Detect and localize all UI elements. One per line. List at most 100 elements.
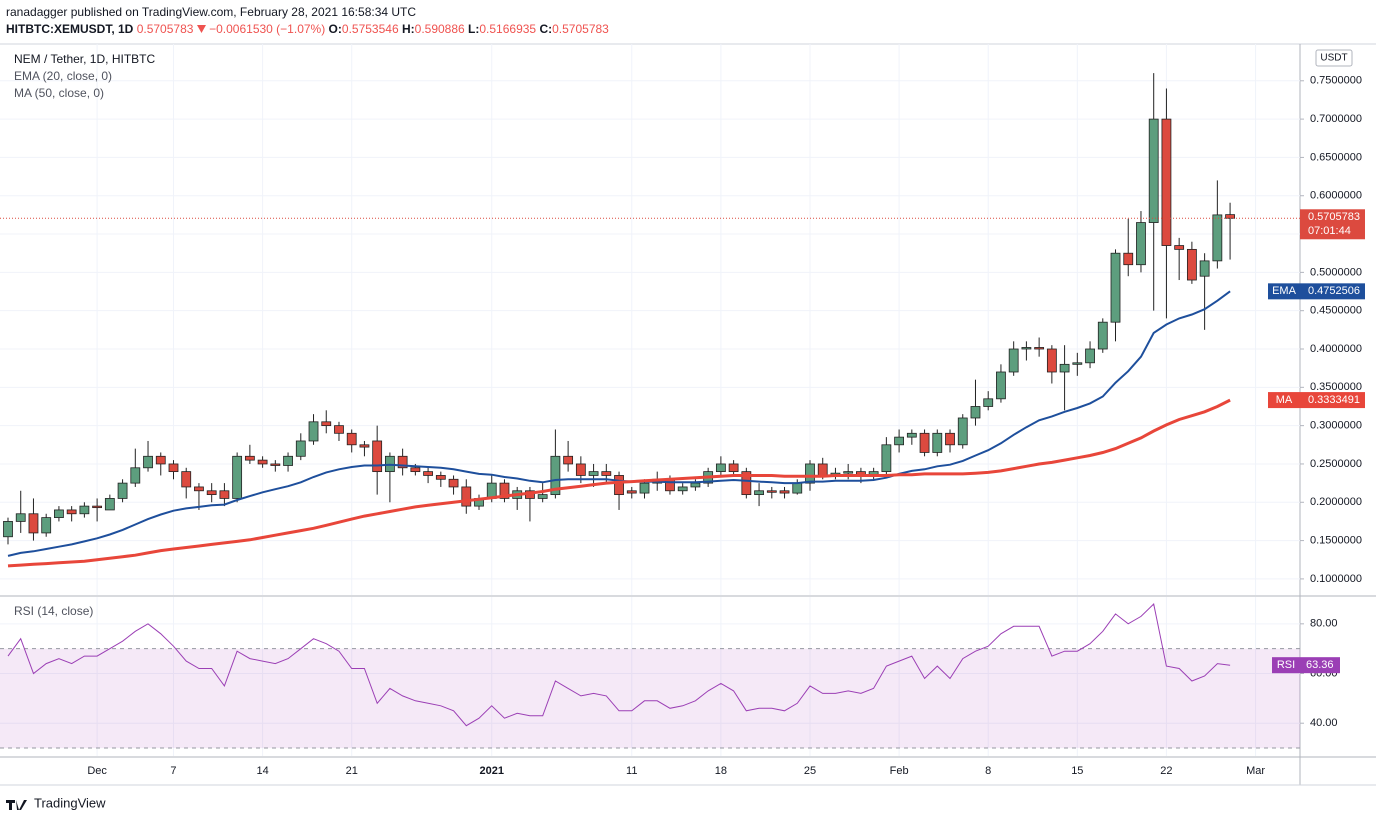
x-tick-label: 2021 <box>479 765 503 777</box>
x-tick-label: 7 <box>170 765 176 777</box>
low-value: 0.5166935 <box>479 22 537 36</box>
indicator-value: 0.4752506 <box>1308 285 1360 297</box>
candle-body <box>1008 348 1019 373</box>
candle-body <box>334 425 344 434</box>
legend-ma: MA (50, close, 0) <box>14 86 104 100</box>
candle-body <box>1021 347 1032 350</box>
candle-body <box>1072 362 1083 365</box>
unit-label[interactable]: USDT <box>1320 53 1347 64</box>
candle-body <box>117 482 128 499</box>
candle-body <box>423 471 433 476</box>
x-tick-label: 11 <box>626 765 637 777</box>
rsi-name: RSI <box>1277 659 1295 671</box>
x-tick-label: Feb <box>890 765 909 777</box>
candle-body <box>155 455 166 465</box>
candle-body <box>1059 363 1070 373</box>
high-label: H: <box>401 22 415 36</box>
indicator-name: MA <box>1276 394 1293 406</box>
candle-body <box>15 513 26 522</box>
x-tick-label: 21 <box>346 765 358 777</box>
legend-rsi: RSI (14, close) <box>14 604 93 618</box>
x-tick-label: 8 <box>985 765 991 777</box>
y-tick-label: 0.5000000 <box>1310 266 1362 278</box>
open-value: 0.5753546 <box>341 22 399 36</box>
candle-body <box>206 490 217 496</box>
candle-body <box>143 455 153 469</box>
candle-body <box>219 490 230 499</box>
high-value: 0.590886 <box>414 22 465 36</box>
open-label: O: <box>328 22 342 36</box>
x-tick-label: 25 <box>804 765 816 777</box>
indicator-value-tag <box>1300 392 1365 409</box>
candle-body <box>728 463 739 473</box>
candle-body <box>715 463 726 473</box>
y-tick-label: 0.2000000 <box>1310 496 1362 508</box>
x-tick-label: Dec <box>87 765 107 777</box>
y-tick-label: 0.7500000 <box>1310 75 1362 87</box>
last-price: 0.5705783 <box>136 22 194 36</box>
candle-body <box>906 432 917 438</box>
candle-body <box>1174 245 1185 250</box>
candle-body <box>92 505 103 509</box>
y-tick-label: 0.3500000 <box>1310 381 1362 393</box>
x-tick-label: 18 <box>715 765 727 777</box>
x-tick-label: 22 <box>1160 765 1172 777</box>
brand-name[interactable]: TradingView <box>34 795 106 810</box>
y-tick-label: 0.2500000 <box>1310 458 1362 470</box>
legend-ema: EMA (20, close, 0) <box>14 69 112 83</box>
candle-body <box>1097 321 1108 350</box>
candle-body <box>970 406 981 419</box>
countdown-label: 07:01:44 <box>1308 225 1351 237</box>
last-price-label: 0.5705783 <box>1308 211 1360 223</box>
unit-box[interactable] <box>1315 49 1353 67</box>
candle-body <box>881 444 892 473</box>
brand[interactable]: TradingView <box>6 795 106 810</box>
candle-body <box>194 486 204 492</box>
candle-body <box>1085 348 1095 364</box>
x-tick-label: 15 <box>1071 765 1083 777</box>
y-tick-label: 0.7000000 <box>1310 113 1362 125</box>
candle-body <box>626 490 637 494</box>
indicator-value-tag <box>1300 283 1365 300</box>
candle-body <box>1225 214 1235 219</box>
last-price-tag <box>1300 209 1365 240</box>
candle-body <box>372 440 383 473</box>
candle-body <box>537 494 548 499</box>
candle-body <box>1110 252 1121 323</box>
candle-body <box>1161 118 1172 246</box>
candle-body <box>308 421 319 442</box>
candle-body <box>1148 118 1159 223</box>
candle-body <box>983 398 994 407</box>
candle-body <box>79 505 90 515</box>
close-value: 0.5705783 <box>552 22 609 36</box>
y-tick-label: 0.4000000 <box>1310 343 1362 355</box>
candle-body <box>792 482 803 494</box>
candle-body <box>130 467 141 484</box>
candle-body <box>232 455 243 499</box>
candle-body <box>244 455 255 461</box>
candle-body <box>321 421 332 427</box>
candle-body <box>639 482 650 494</box>
rsi-name-tag <box>1272 657 1300 674</box>
indicator-value: 0.3333491 <box>1308 394 1360 406</box>
candle-body <box>588 471 599 476</box>
candle-body <box>563 455 574 465</box>
candle-body <box>461 486 472 507</box>
candle-body <box>894 436 904 446</box>
candle-body <box>1212 214 1223 262</box>
legend-title: NEM / Tether, 1D, HITBTC <box>14 52 155 66</box>
candle-body <box>945 432 955 446</box>
indicator-name: EMA <box>1272 285 1297 297</box>
y-tick-label: 0.6000000 <box>1310 190 1362 202</box>
candle-body <box>843 471 854 474</box>
symbol: HITBTC:XEMUSDT, 1D <box>6 22 134 36</box>
indicator-name-tag <box>1268 392 1300 409</box>
candle-body <box>996 371 1006 400</box>
candle-body <box>499 482 510 499</box>
x-tick-label: 14 <box>256 765 268 777</box>
brand-icon[interactable] <box>6 800 27 810</box>
candle-body <box>690 482 701 488</box>
candle-body <box>168 463 179 473</box>
y-tick-label: 0.4500000 <box>1310 305 1362 317</box>
candle-body <box>1186 248 1197 281</box>
